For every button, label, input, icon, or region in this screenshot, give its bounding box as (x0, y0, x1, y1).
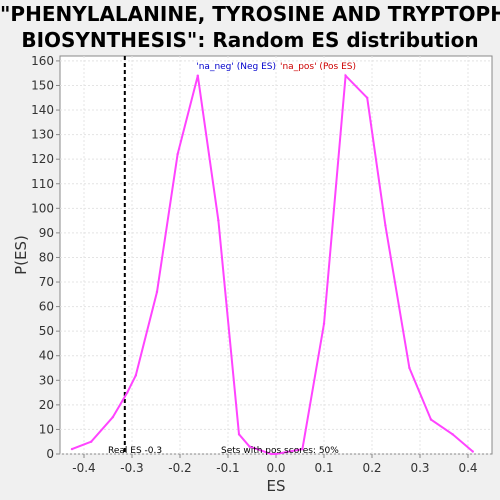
series-line-random-es (71, 73, 474, 455)
series-point (344, 74, 347, 77)
x-tick-label: -0.2 (168, 461, 191, 475)
x-tick-label: -0.3 (120, 461, 143, 475)
y-tick-label: 20 (39, 398, 54, 412)
x-tick-label: 0.4 (458, 461, 477, 475)
series-point (274, 452, 278, 456)
series-point (196, 74, 199, 77)
series-point (155, 290, 159, 294)
x-axis-label: ES (267, 477, 286, 495)
y-tick-label: 60 (39, 300, 54, 314)
plot-area (59, 55, 493, 455)
real-es-label: Real ES -0.3 (108, 446, 162, 456)
series-point (237, 433, 241, 436)
series-point (126, 391, 129, 394)
legend-neg-label: 'na_neg' (Neg ES) (196, 62, 276, 72)
y-axis-label: P(ES) (12, 235, 30, 275)
x-tick-label: -0.1 (216, 461, 239, 475)
series-point (429, 418, 433, 421)
series-point (408, 366, 411, 370)
x-tick-label: 0.0 (266, 461, 285, 475)
x-tick-label: 0.2 (362, 461, 381, 475)
series-point (111, 415, 115, 419)
series-point (70, 447, 74, 451)
x-tick-label: 0.1 (314, 461, 333, 475)
y-axis-ticks: 0 10 20 30 40 50 60 70 80 90 100 110 120 130 140 150 160 (31, 54, 60, 461)
y-tick-label: 130 (31, 128, 54, 142)
y-tick-label: 140 (31, 103, 54, 117)
pos-scores-label: Sets with pos scores: 50% (221, 446, 339, 456)
y-tick-label: 150 (31, 78, 54, 92)
series-point (134, 374, 138, 377)
chart-title-line2: BIOSYNTHESIS": Random ES distribution (21, 28, 479, 52)
y-tick-label: 80 (39, 250, 54, 264)
series-point (248, 445, 251, 448)
y-tick-label: 10 (39, 422, 54, 436)
series-point (322, 322, 326, 325)
y-tick-label: 100 (31, 201, 54, 215)
chart-title: "PHENYLALANINE, TYROSINE AND TRYPTOPHAN … (0, 1, 500, 53)
legend-pos-label: 'na_pos' (Pos ES) (280, 62, 356, 72)
y-tick-label: 90 (39, 226, 54, 240)
series-point (90, 440, 93, 443)
y-tick-label: 120 (31, 152, 54, 166)
y-tick-label: 70 (39, 275, 54, 289)
series-point (384, 224, 387, 227)
series-point (217, 219, 220, 222)
series-point (176, 153, 179, 156)
chart-title-line1: "PHENYLALANINE, TYROSINE AND TRYPTOPHAN (0, 2, 500, 26)
x-tick-label: 0.3 (410, 461, 429, 475)
series-point (366, 96, 369, 99)
x-tick-label: -0.4 (72, 461, 95, 475)
series-point (301, 447, 304, 451)
series-point (471, 450, 474, 453)
y-tick-label: 160 (31, 54, 54, 68)
y-tick-label: 110 (31, 177, 54, 191)
y-tick-label: 50 (39, 324, 54, 338)
y-tick-label: 0 (46, 447, 54, 461)
y-tick-label: 30 (39, 373, 54, 387)
series-point (451, 433, 454, 436)
y-tick-label: 40 (39, 349, 54, 363)
series-point (270, 452, 273, 456)
x-axis-ticks: -0.4 -0.3 -0.2 -0.1 0.0 0.1 0.2 0.3 0.4 (72, 454, 478, 475)
